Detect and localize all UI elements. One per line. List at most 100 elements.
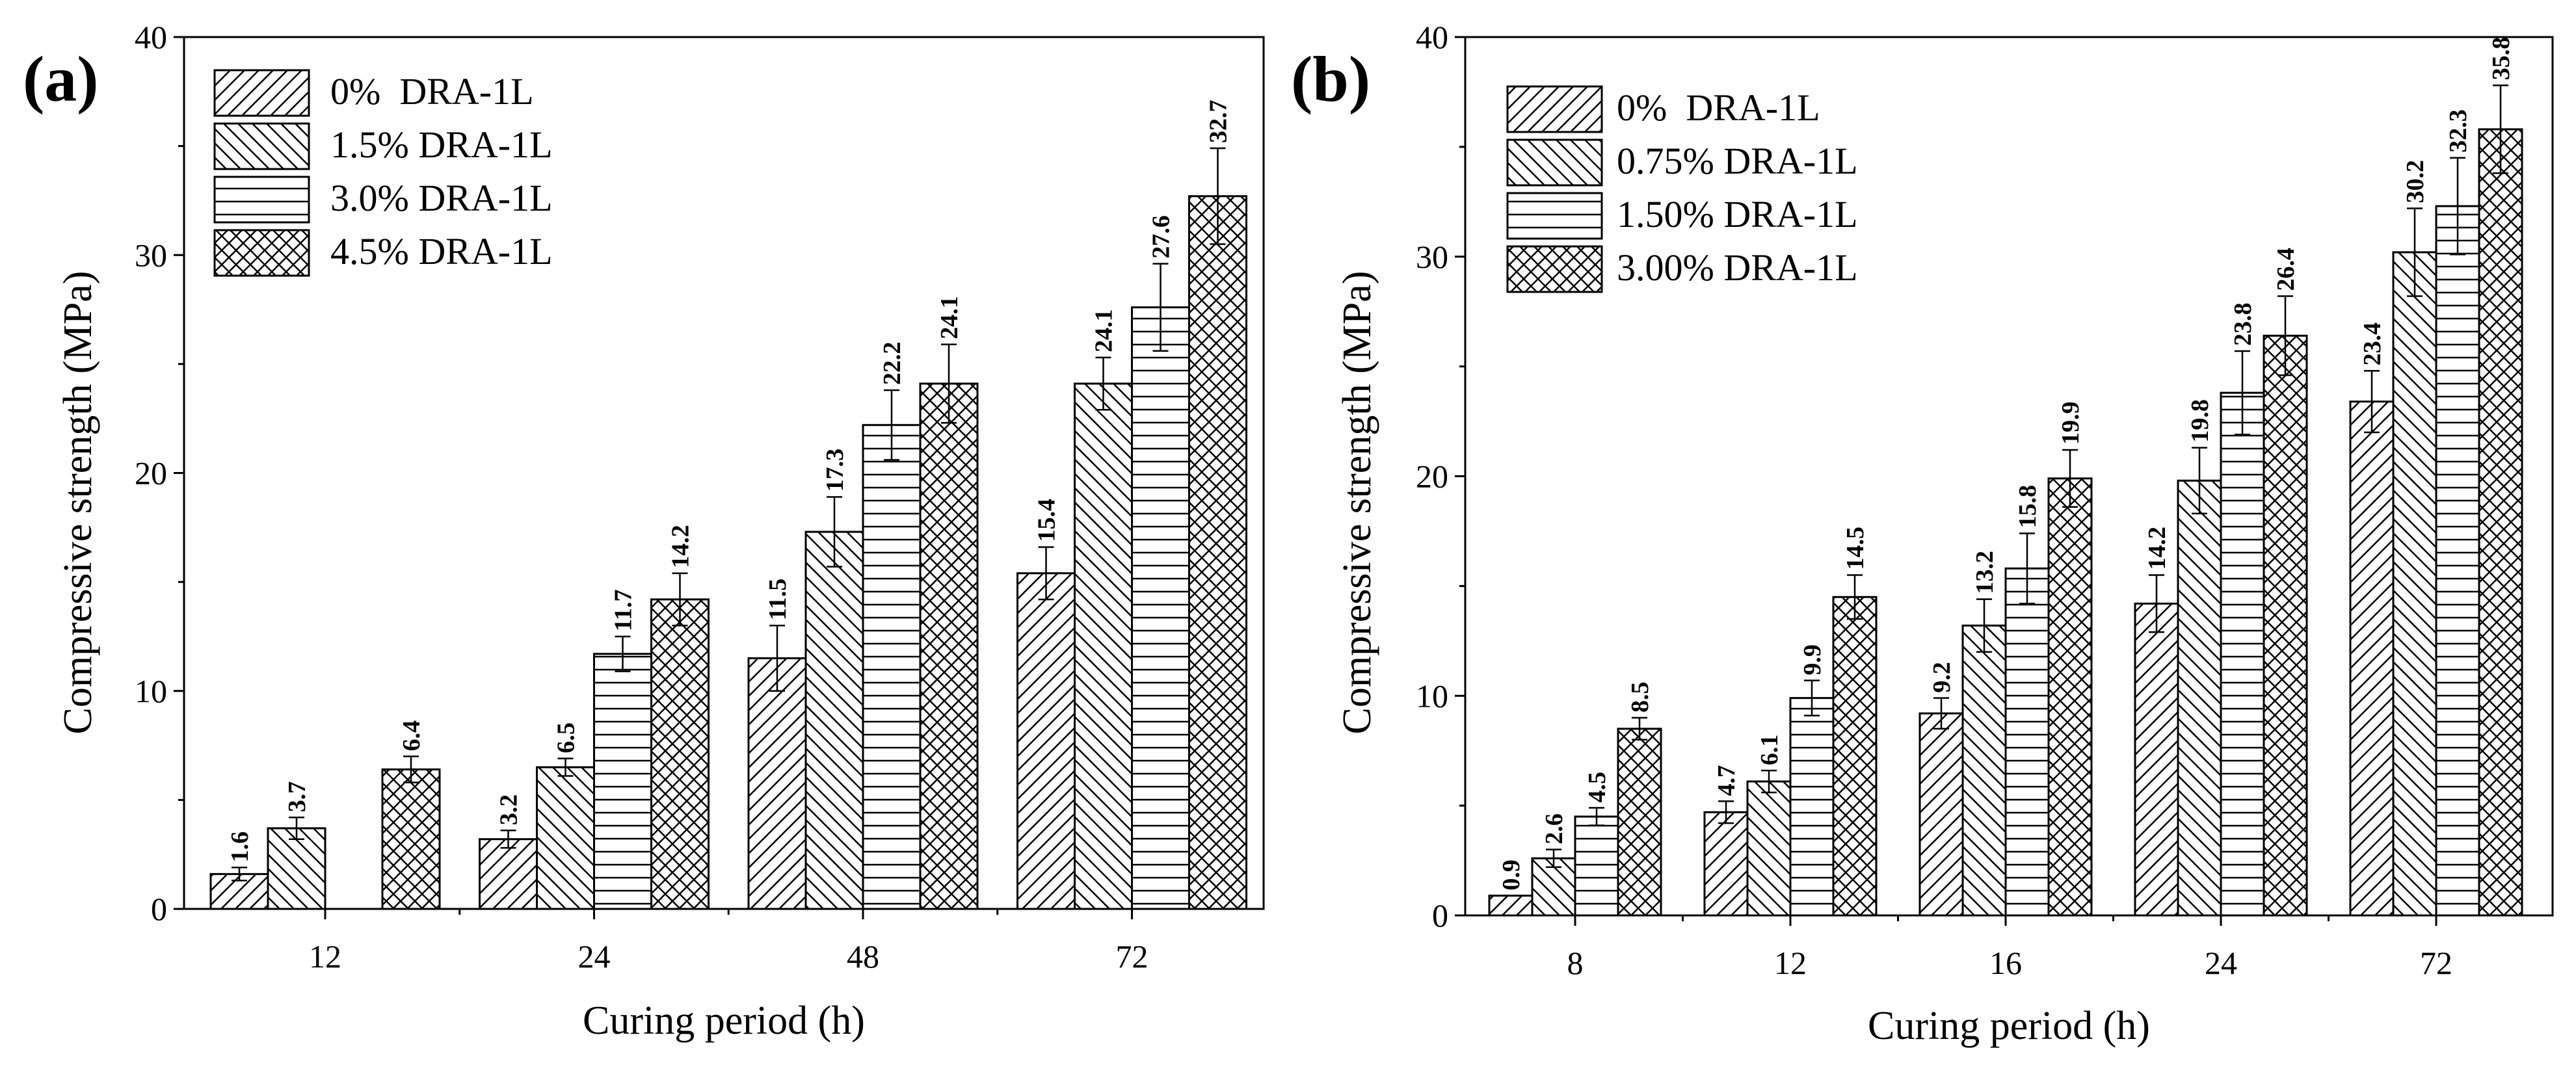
- error-bar: [1718, 800, 1734, 824]
- data-label: 32.3: [2445, 109, 2472, 153]
- error-bar: [1761, 769, 1777, 794]
- bar-b-s0-c0: [1488, 895, 1534, 917]
- data-label: 19.9: [2057, 401, 2084, 445]
- bar-b-s0-c1: [1703, 811, 1749, 917]
- bar-b-s3-c2: [2047, 477, 2093, 917]
- data-label: 15.8: [2014, 485, 2041, 529]
- legend-label-b-0: 0% DRA-1L: [1617, 86, 1820, 129]
- bar-b-s1-c0: [1531, 857, 1576, 917]
- y-tick-label: 30: [1416, 239, 1448, 275]
- data-label: 23.4: [2359, 322, 2386, 366]
- legend-label-a-0: 0% DRA-1L: [330, 70, 534, 112]
- x-axis-title-b: Curing period (h): [1868, 1004, 2150, 1048]
- data-label: 17.3: [821, 449, 849, 492]
- x-tick-label: 12: [309, 938, 341, 975]
- bar-a-s3-c3: [1188, 195, 1247, 910]
- error-bar: [557, 757, 574, 777]
- chart-panel-b: (b) Compressive strength (MPa) Curing pe…: [1291, 19, 2554, 1048]
- legend-label-a-3: 4.5% DRA-1L: [330, 230, 553, 272]
- error-bar: [1933, 697, 1949, 730]
- bar-b-s2-c4: [2435, 205, 2480, 917]
- error-bar: [672, 572, 688, 627]
- x-tick-label: 16: [1989, 945, 2022, 981]
- data-label: 30.2: [2402, 160, 2429, 203]
- y-tick-label: 10: [1416, 677, 1448, 714]
- data-label: 6.5: [553, 722, 580, 754]
- error-bar: [1038, 546, 1054, 601]
- data-label: 19.8: [2186, 399, 2214, 443]
- bar-a-s0-c1: [479, 838, 538, 910]
- data-label: 6.1: [1756, 735, 1783, 766]
- error-bar: [769, 624, 785, 692]
- bar-b-s3-c4: [2478, 128, 2523, 917]
- x-tick-label: 24: [2205, 945, 2237, 981]
- y-tick-label: 0: [1432, 897, 1448, 934]
- y-tick-label: 20: [135, 455, 167, 492]
- data-label: 24.1: [936, 296, 963, 339]
- y-tick-label: 30: [135, 237, 167, 273]
- bar-b-s2-c2: [2004, 567, 2050, 917]
- legend-swatch-a-0: [213, 69, 310, 117]
- data-label: 1.6: [226, 832, 254, 863]
- bar-b-s0-c4: [2349, 400, 2395, 917]
- legend-swatch-b-2: [1506, 192, 1603, 240]
- bar-b-s2-c3: [2220, 391, 2265, 917]
- bar-b-s3-c3: [2263, 334, 2308, 917]
- bar-a-s3-c2: [919, 382, 979, 910]
- legend-swatch-a-2: [213, 176, 310, 224]
- bar-a-s2-c2: [862, 424, 922, 910]
- legend-label-a-1: 1.5% DRA-1L: [330, 124, 553, 166]
- legend-swatch-b-1: [1506, 138, 1603, 187]
- error-bar: [2235, 350, 2250, 436]
- panel-label-a: (a): [23, 43, 99, 115]
- data-label: 14.5: [1842, 527, 1869, 570]
- bar-b-s1-c2: [1961, 624, 2007, 917]
- y-axis-title-b: Compressive strength (MPa): [1335, 271, 1379, 735]
- bar-b-s0-c3: [2134, 602, 2179, 917]
- data-label: 6.4: [398, 720, 425, 752]
- error-bar: [1976, 598, 1992, 653]
- data-label: 9.2: [1928, 662, 1956, 693]
- legend-swatch-a-1: [213, 122, 310, 170]
- legend-swatch-b-0: [1506, 85, 1603, 133]
- bar-a-s1-c2: [804, 531, 864, 910]
- error-bar: [1847, 574, 1863, 620]
- error-bar: [289, 816, 304, 840]
- bar-b-s1-c4: [2392, 251, 2437, 917]
- error-bar: [827, 496, 842, 568]
- data-label: 9.9: [1799, 644, 1826, 676]
- data-label: 0.9: [1498, 859, 1525, 891]
- bar-a-s1-c3: [1074, 382, 1133, 910]
- y-tick-label: 20: [1416, 458, 1448, 495]
- data-label: 23.8: [2229, 302, 2257, 346]
- data-label: 11.7: [610, 590, 637, 631]
- error-bar: [1095, 356, 1111, 411]
- bar-a-s1-c0: [267, 827, 326, 910]
- data-label: 4.5: [1584, 772, 1611, 803]
- y-tick-label: 40: [135, 19, 167, 55]
- data-label: 32.7: [1205, 99, 1232, 143]
- bar-b-s0-c2: [1919, 712, 1964, 917]
- bar-a-s3-c1: [650, 598, 710, 910]
- error-bar: [1589, 807, 1604, 826]
- bar-a-s3-c0: [381, 768, 441, 910]
- data-label: 14.2: [667, 525, 695, 568]
- error-bar: [2192, 447, 2207, 515]
- data-label: 2.6: [1541, 813, 1568, 845]
- error-bar: [2450, 157, 2465, 256]
- error-bar: [615, 635, 631, 672]
- data-label: 13.2: [1971, 551, 1998, 594]
- bar-a-s0-c2: [747, 657, 807, 910]
- data-label: 4.7: [1713, 765, 1740, 796]
- error-bar: [941, 343, 957, 424]
- data-label: 8.5: [1627, 682, 1654, 713]
- data-label: 27.6: [1148, 215, 1175, 259]
- x-tick-label: 72: [2420, 945, 2452, 981]
- x-tick-label: 24: [578, 938, 611, 975]
- bar-b-s3-c0: [1617, 728, 1662, 917]
- bar-b-s1-c1: [1746, 780, 1792, 917]
- bar-a-s1-c1: [536, 766, 595, 910]
- error-bar: [2364, 370, 2380, 434]
- x-tick-label: 48: [847, 938, 879, 975]
